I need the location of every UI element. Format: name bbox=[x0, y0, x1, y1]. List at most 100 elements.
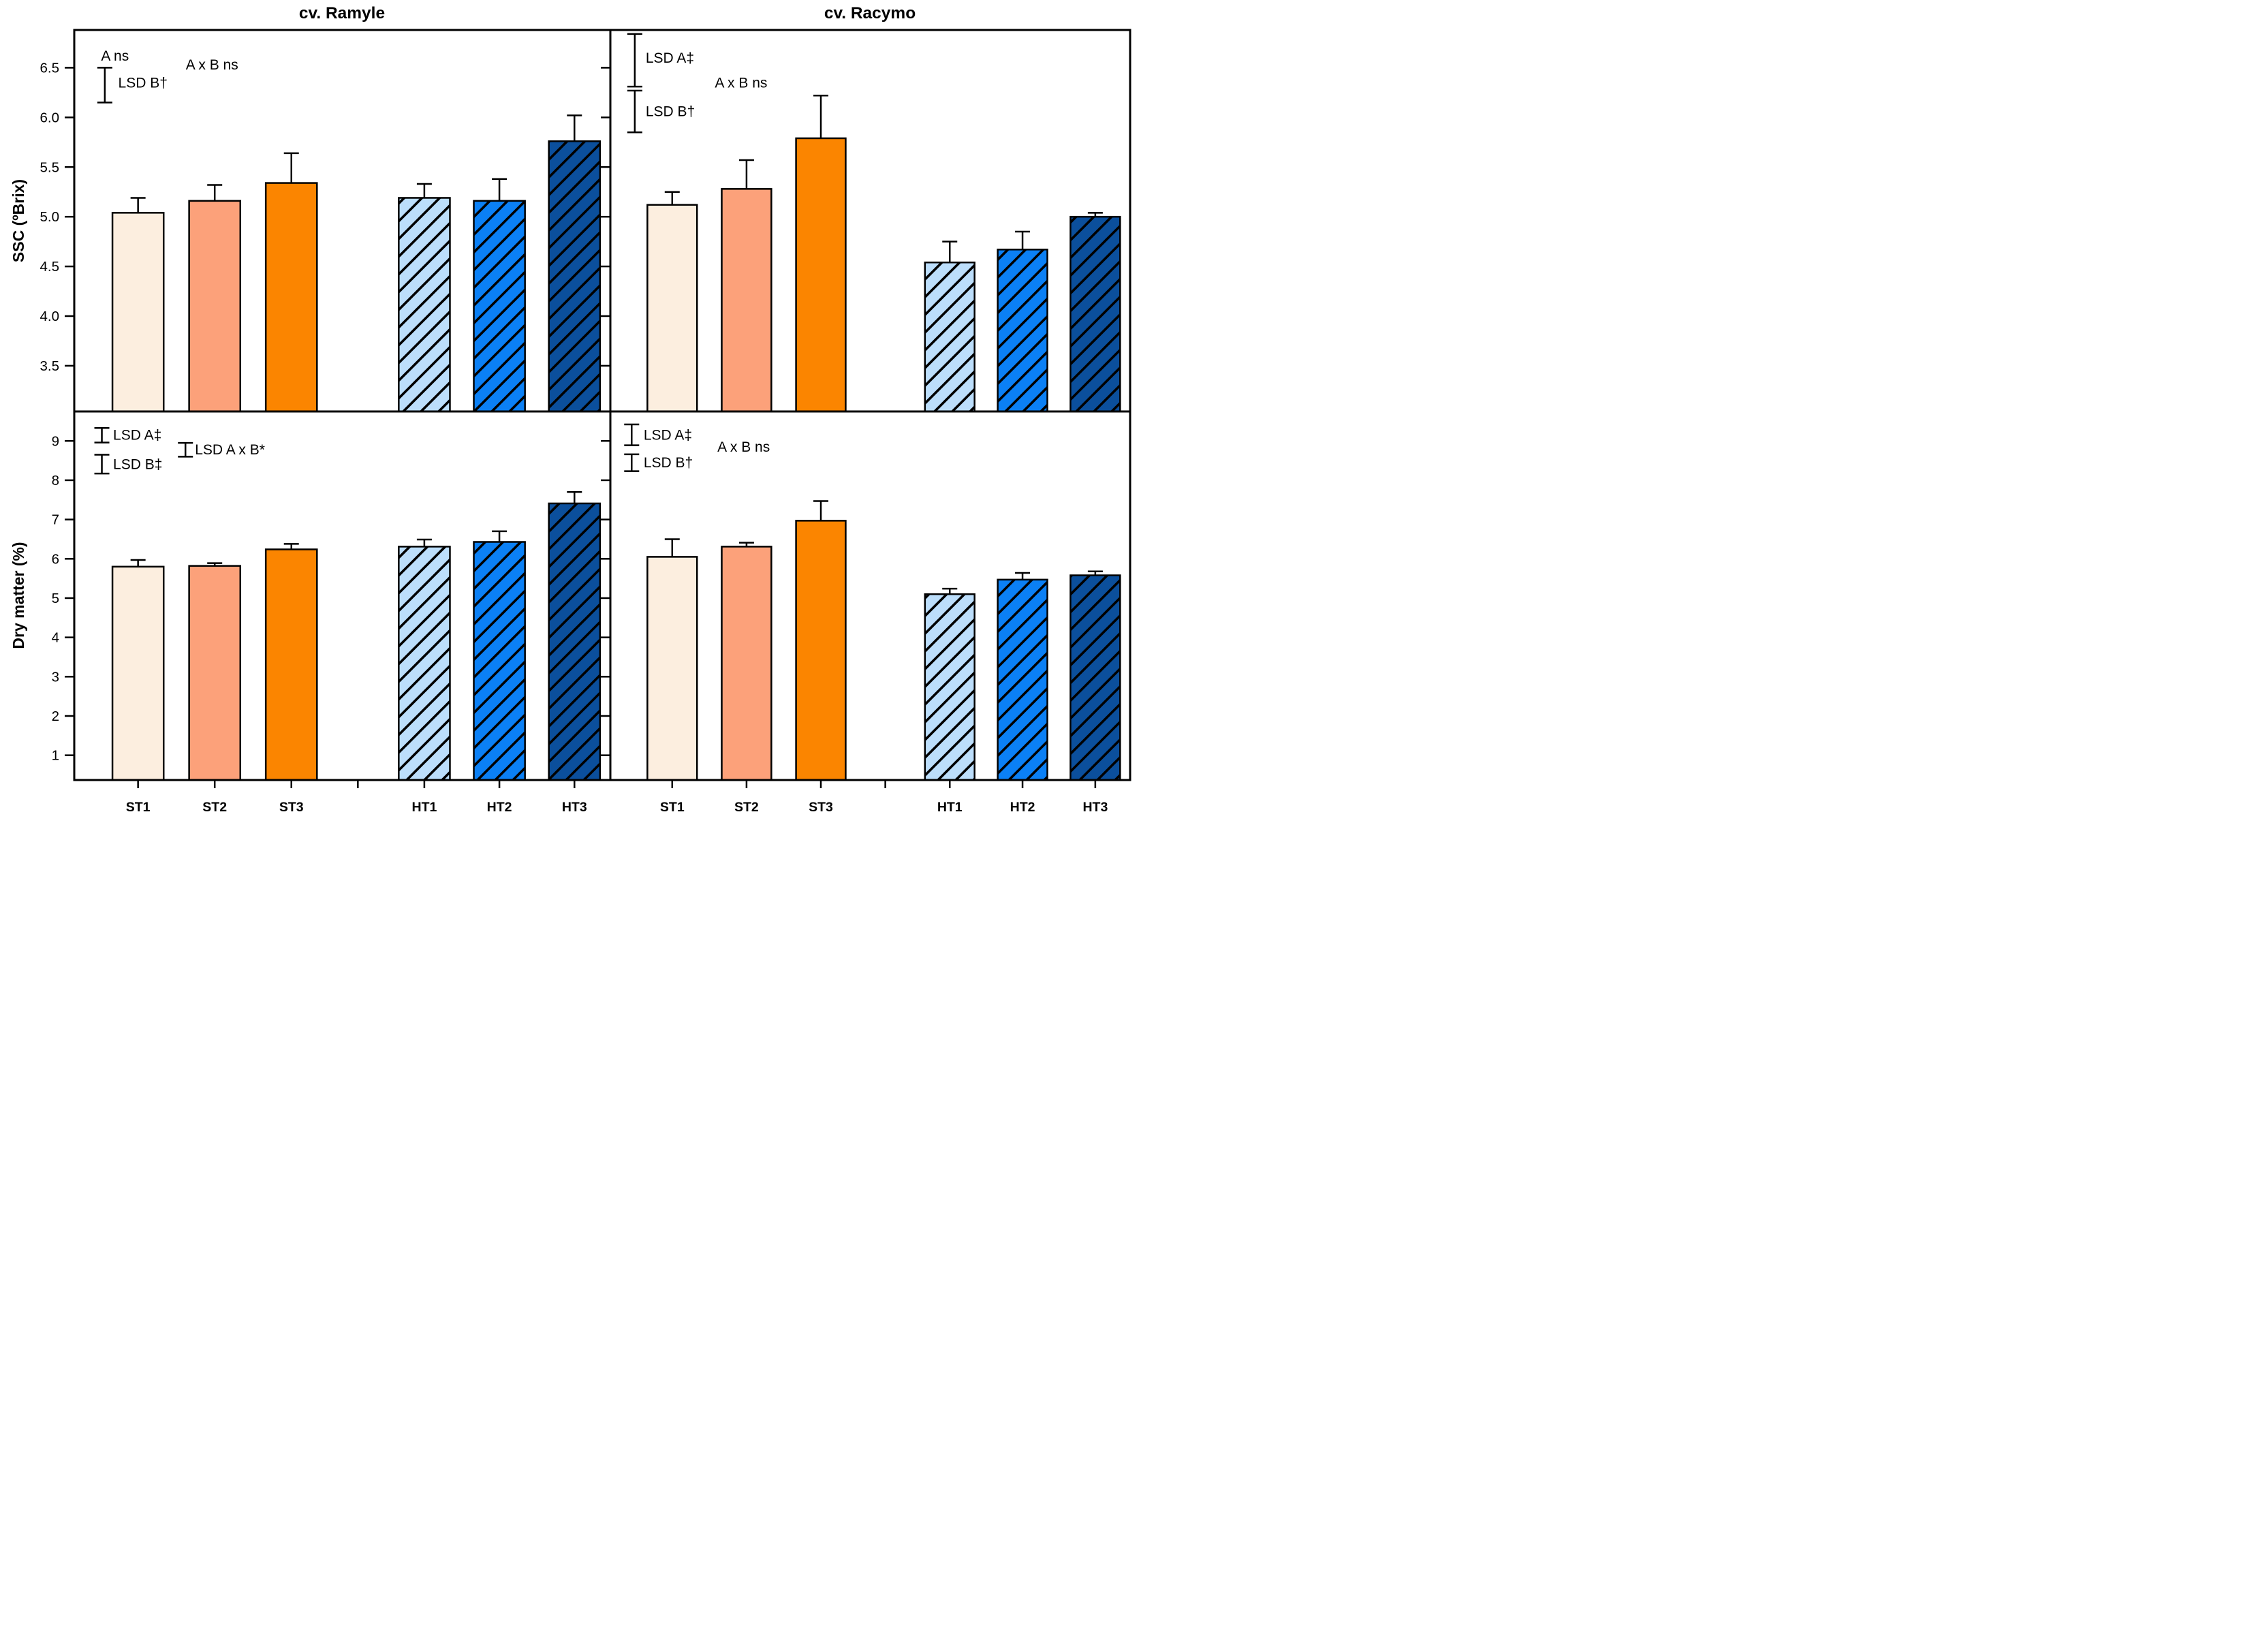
bar-ST2 bbox=[721, 546, 772, 781]
error-bar-HT2 bbox=[492, 178, 507, 201]
x-axis-label-ST1: ST1 bbox=[126, 800, 151, 815]
column-title-right: cv. Racymo bbox=[824, 4, 916, 22]
lsd-interval-bar bbox=[627, 89, 642, 134]
bar-HT3 bbox=[1069, 215, 1121, 413]
y-tick-label: 5 bbox=[52, 591, 59, 606]
panel-ramyle-ssc: 3.5 4.0 4.5 5.0 5.5 6.0 6.5 A ns LSD B† A x B ns bbox=[40, 29, 612, 413]
annotation-text: LSD B† bbox=[644, 455, 693, 471]
error-bar-HT2 bbox=[1015, 230, 1031, 250]
error-bar-ST3 bbox=[813, 95, 829, 138]
bar-ST1 bbox=[111, 565, 165, 781]
bar-ST3 bbox=[264, 182, 318, 413]
annotation-text: LSD B† bbox=[646, 104, 695, 120]
x-axis-label-HT1: HT1 bbox=[937, 800, 963, 815]
x-axis-label-ST3: ST3 bbox=[279, 800, 304, 815]
panel-racymo-dry-matter: LSD A‡ LSD B† A x B ns ST1 ST2 ST3 HT1 HT2 HT3 bbox=[601, 410, 1131, 815]
bar-ST2 bbox=[188, 200, 242, 413]
bar-ST1 bbox=[646, 556, 698, 781]
y-tick-label: 8 bbox=[52, 473, 59, 488]
error-bar-HT2 bbox=[492, 530, 507, 542]
annotation-text: LSD A‡ bbox=[646, 50, 694, 66]
annotation-text: A x B ns bbox=[186, 57, 238, 73]
y-tick-label: 9 bbox=[52, 433, 59, 449]
y-tick-label: 4 bbox=[52, 630, 59, 646]
y-tick-label: 3 bbox=[52, 669, 59, 685]
y-tick-label: 6.5 bbox=[40, 60, 60, 76]
x-axis-label-ST2: ST2 bbox=[734, 800, 759, 815]
error-bar-HT2 bbox=[1015, 572, 1031, 580]
y-tick-label: 6.0 bbox=[40, 110, 60, 125]
lsd-interval-bar bbox=[624, 453, 640, 472]
y-tick-label: 5.5 bbox=[40, 159, 60, 175]
y-tick-label: 7 bbox=[52, 512, 59, 528]
error-bar-ST3 bbox=[283, 543, 299, 550]
four-panel-bar-figure: cv. Ramyle cv. Racymo SSC (ºBrix) Dry ma… bbox=[0, 0, 1132, 826]
column-title-left: cv. Ramyle bbox=[298, 4, 386, 22]
y-tick-label: 2 bbox=[52, 708, 59, 724]
annotation-text: LSD B‡ bbox=[113, 456, 162, 472]
bar-HT2 bbox=[997, 249, 1048, 413]
x-axis-label-HT1: HT1 bbox=[411, 800, 437, 815]
error-bar-HT1 bbox=[416, 538, 432, 547]
bar-HT3 bbox=[1069, 574, 1121, 781]
error-bar-ST2 bbox=[207, 562, 223, 566]
lsd-interval-bar bbox=[94, 454, 110, 475]
x-axis-label-ST1: ST1 bbox=[660, 800, 685, 815]
bar-HT2 bbox=[473, 541, 526, 781]
annotation-text: A ns bbox=[101, 48, 129, 64]
annotation-text: LSD A‡ bbox=[644, 428, 692, 443]
error-bar-HT3 bbox=[1087, 570, 1103, 576]
bar-ST3 bbox=[795, 520, 847, 781]
y-tick-label: 4.0 bbox=[40, 309, 60, 324]
bar-HT3 bbox=[548, 502, 602, 781]
lsd-interval-bar bbox=[627, 33, 642, 88]
x-axis-label-HT2: HT2 bbox=[487, 800, 512, 815]
panel-ramyle-dry-matter: 1 2 3 4 5 6 7 8 9 LSD A‡ LSD B‡ LSD A x B* ST1 ST2 ST3… bbox=[52, 410, 612, 815]
bar-HT3 bbox=[548, 140, 602, 413]
x-axis-label-ST3: ST3 bbox=[809, 800, 833, 815]
panel-border bbox=[609, 410, 1131, 781]
error-bar-ST2 bbox=[738, 542, 754, 547]
y-tick-label: 1 bbox=[52, 748, 59, 764]
error-bar-ST2 bbox=[207, 184, 223, 201]
bar-HT1 bbox=[924, 262, 975, 413]
lsd-interval-bar bbox=[97, 67, 112, 104]
bar-HT2 bbox=[473, 200, 526, 413]
y-tick-label: 3.5 bbox=[40, 358, 60, 374]
annotation-text: A x B ns bbox=[717, 439, 770, 455]
bar-ST3 bbox=[264, 548, 318, 781]
error-bar-ST1 bbox=[130, 559, 146, 567]
error-bar-ST1 bbox=[664, 538, 680, 557]
bar-ST1 bbox=[111, 212, 165, 413]
error-bar-ST3 bbox=[813, 500, 829, 521]
annotation-text: LSD A x B* bbox=[195, 442, 265, 458]
bar-HT1 bbox=[398, 546, 451, 781]
bar-ST2 bbox=[721, 188, 772, 413]
error-bar-HT1 bbox=[942, 240, 958, 263]
panel-racymo-ssc: LSD A‡ LSD B† A x B ns bbox=[601, 29, 1131, 413]
x-axis-label-HT2: HT2 bbox=[1010, 800, 1035, 815]
lsd-interval-bar bbox=[178, 441, 193, 458]
bar-HT1 bbox=[398, 197, 451, 413]
x-axis-label-ST2: ST2 bbox=[202, 800, 227, 815]
error-bar-HT3 bbox=[1087, 212, 1103, 217]
bar-ST1 bbox=[646, 204, 698, 413]
y-tick-label: 6 bbox=[52, 551, 59, 567]
bar-HT1 bbox=[924, 593, 975, 781]
x-axis-label-HT3: HT3 bbox=[1082, 800, 1108, 815]
error-bar-ST2 bbox=[738, 159, 754, 189]
bar-HT2 bbox=[997, 578, 1048, 781]
x-axis-label-HT3: HT3 bbox=[562, 800, 587, 815]
bar-ST3 bbox=[795, 137, 847, 413]
bar-ST2 bbox=[188, 565, 242, 781]
annotation-text: LSD A‡ bbox=[113, 428, 161, 443]
annotation-text: LSD B† bbox=[119, 75, 168, 91]
error-bar-ST1 bbox=[664, 191, 680, 205]
lsd-interval-bar bbox=[624, 423, 640, 446]
error-bar-ST3 bbox=[283, 152, 299, 183]
y-tick-label: 5.0 bbox=[40, 209, 60, 225]
error-bar-HT3 bbox=[567, 114, 582, 142]
error-bar-ST1 bbox=[130, 197, 146, 213]
